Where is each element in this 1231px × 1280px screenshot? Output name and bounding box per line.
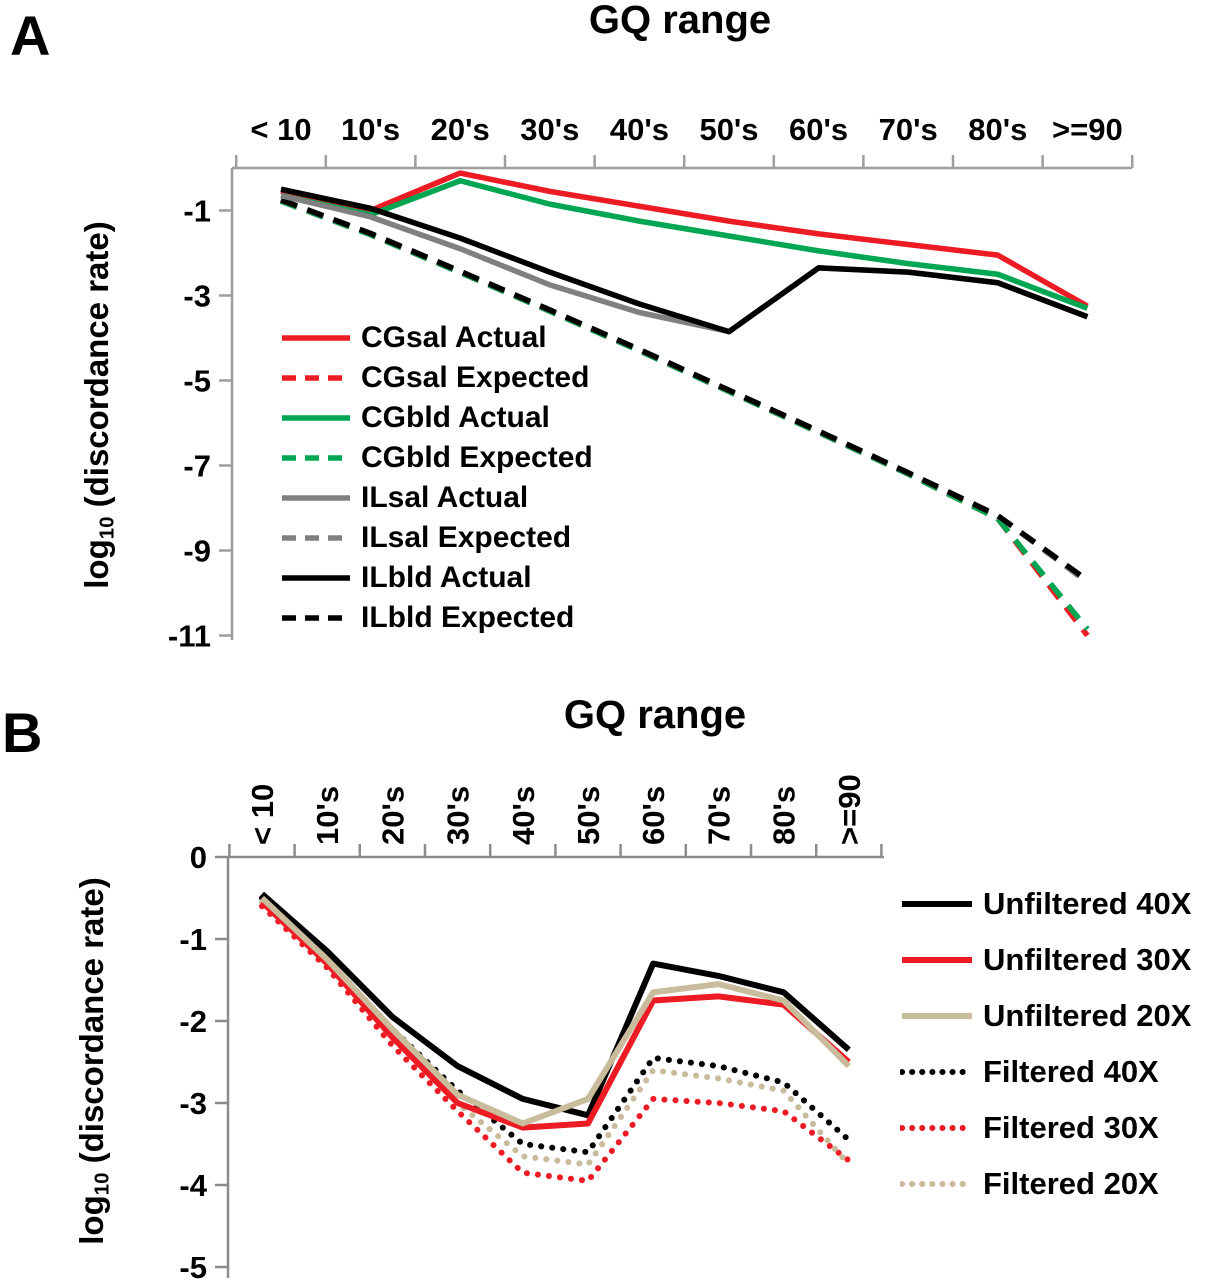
x-tick-label: >=90 — [832, 774, 867, 845]
legend-label: Filtered 20X — [983, 1166, 1159, 1201]
legend-label: CGbld Actual — [361, 401, 550, 434]
legend-line-sample — [900, 1181, 974, 1187]
series-unfiltered-40x — [260, 891, 851, 1119]
legend-label: Unfiltered 40X — [983, 886, 1192, 921]
legend-item-ilbld-actual: ILbld Actual — [280, 558, 593, 598]
panel-b-letter: B — [2, 701, 43, 764]
panel-a-letter: A — [10, 4, 51, 67]
legend-item-filtered-20x: Filtered 20X — [900, 1156, 1191, 1212]
legend-line-sample — [282, 575, 350, 581]
y-tick-label: -4 — [179, 1168, 207, 1203]
series-unfiltered-30x — [259, 899, 851, 1131]
x-tick-label: 80's — [767, 786, 802, 845]
x-tick-label: 60's — [636, 786, 671, 845]
legend-label: Filtered 30X — [983, 1110, 1159, 1145]
x-tick-label: 70's — [701, 786, 736, 845]
panel-a-title: GQ range — [588, 0, 772, 42]
x-tick-label: 50's — [571, 786, 606, 845]
panel-a-legend: CGsal Actual CGsal Expected CGbld Actual… — [280, 318, 593, 638]
legend-line-sample — [282, 415, 350, 421]
legend-item-filtered-40x: Filtered 40X — [900, 1044, 1191, 1100]
legend-item-cgbld-actual: CGbld Actual — [280, 398, 593, 438]
panel-a-chart: -1 -3 -5 -7 -9 -11 < 10 10's 20's 30's 40's 50's 60'… — [168, 112, 1134, 654]
x-tick-label: 60's — [789, 112, 848, 147]
legend-item-cgsal-actual: CGsal Actual — [280, 318, 593, 358]
y-tick-label: -3 — [183, 279, 211, 314]
y-tick-label: -1 — [179, 922, 207, 957]
x-tick-label: 20's — [375, 786, 410, 845]
legend-line-sample — [282, 455, 350, 461]
legend-item-unfiltered-20x: Unfiltered 20X — [900, 988, 1191, 1044]
legend-label: Filtered 40X — [983, 1054, 1159, 1089]
panel-b-chart: 0 -1 -2 -3 -4 -5 < 10 10's 20's 30's 40's 50's 60's 7… — [179, 774, 884, 1280]
legend-line-sample — [282, 535, 350, 541]
y-tick-label: -3 — [179, 1086, 207, 1121]
legend-line-sample — [282, 375, 350, 381]
legend-label: CGsal Expected — [361, 361, 590, 394]
y-tick-label: -7 — [183, 449, 211, 484]
series-cgsal-actual — [280, 170, 1089, 309]
y-tick-label: -5 — [183, 364, 211, 399]
legend-label: CGsal Actual — [361, 321, 547, 354]
legend-line-sample — [902, 1013, 972, 1019]
x-tick-label: < 10 — [250, 112, 311, 147]
legend-label: ILsal Expected — [361, 521, 572, 554]
y-tick-label: -9 — [183, 534, 211, 569]
legend-line-sample — [900, 1069, 974, 1075]
legend-item-filtered-30x: Filtered 30X — [900, 1100, 1191, 1156]
panel-b-title: GQ range — [563, 693, 747, 737]
x-tick-label: 50's — [699, 112, 758, 147]
y-tick-label: -11 — [168, 619, 211, 654]
series-ilbld-expected — [280, 197, 1090, 583]
y-tick-label: -1 — [183, 194, 211, 229]
legend-item-cgsal-expected: CGsal Expected — [280, 358, 593, 398]
legend-item-ilbld-expected: ILbld Expected — [280, 598, 593, 638]
x-tick-label: 30's — [441, 786, 476, 845]
series-filtered-30x — [259, 903, 852, 1184]
x-tick-label: 40's — [610, 112, 669, 147]
x-tick-label: < 10 — [245, 784, 280, 845]
legend-label: Unfiltered 30X — [983, 942, 1192, 977]
x-tick-label: 20's — [431, 112, 490, 147]
series-unfiltered-20x — [259, 895, 851, 1127]
x-tick-label: 10's — [341, 112, 400, 147]
legend-label: ILbld Expected — [361, 601, 575, 634]
legend-item-ilsal-actual: ILsal Actual — [280, 478, 593, 518]
series-ilbld-actual — [280, 186, 1089, 335]
legend-line-sample — [282, 495, 350, 501]
y-tick-label: -2 — [179, 1004, 207, 1039]
legend-item-unfiltered-40x: Unfiltered 40X — [900, 876, 1191, 932]
x-tick-label: 30's — [520, 112, 579, 147]
legend-label: ILsal Actual — [361, 481, 529, 514]
legend-item-unfiltered-30x: Unfiltered 30X — [900, 932, 1191, 988]
legend-label: ILbld Actual — [361, 561, 532, 594]
legend-label: CGbld Expected — [361, 441, 593, 474]
legend-item-ilsal-expected: ILsal Expected — [280, 518, 593, 558]
legend-line-sample — [902, 957, 972, 963]
legend-item-cgbld-expected: CGbld Expected — [280, 438, 593, 478]
legend-label: Unfiltered 20X — [983, 998, 1192, 1033]
legend-line-sample — [282, 615, 350, 621]
x-tick-label: 70's — [879, 112, 938, 147]
x-tick-label: 80's — [968, 112, 1027, 147]
x-tick-label: 10's — [310, 786, 345, 845]
legend-line-sample — [282, 335, 350, 341]
legend-line-sample — [902, 901, 972, 907]
x-tick-label: >=90 — [1052, 112, 1123, 147]
panel-b-legend: Unfiltered 40X Unfiltered 30X Unfiltered… — [900, 876, 1191, 1212]
y-tick-label: 0 — [190, 840, 207, 875]
series-filtered-20x — [259, 899, 852, 1168]
series-cgbld-actual — [280, 178, 1089, 311]
legend-line-sample — [900, 1125, 974, 1131]
y-tick-label: -5 — [179, 1250, 207, 1280]
x-tick-label: 40's — [506, 786, 541, 845]
